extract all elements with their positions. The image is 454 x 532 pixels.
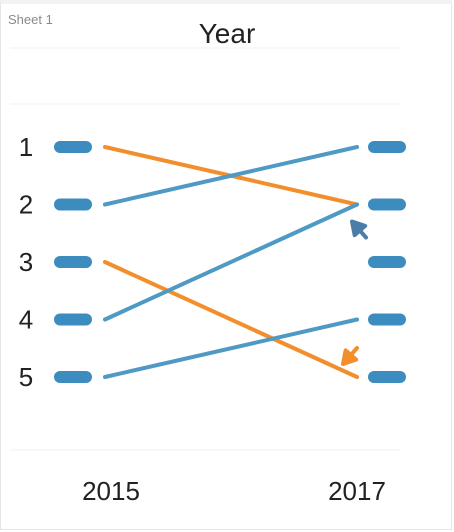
chart-title: Year — [199, 18, 256, 49]
rank-marker-2017-5 — [368, 371, 406, 383]
rank-marker-2015-2 — [54, 198, 92, 211]
rank-label-3: 3 — [19, 247, 33, 277]
annotation-arrow-2 — [341, 346, 359, 366]
rank-marker-2015-3 — [54, 256, 92, 268]
series-lines — [103, 145, 359, 379]
rank-axis: 1 2 3 4 5 — [19, 132, 33, 392]
rank-label-2: 2 — [19, 190, 33, 220]
rank-marker-2017-4 — [368, 313, 406, 326]
rank-marker-2017-2 — [368, 198, 406, 211]
annotation-arrow-1 — [350, 219, 368, 240]
series-line-4 — [103, 202, 359, 322]
year-label-2017: 2017 — [328, 476, 386, 506]
rank-marker-2017-1 — [368, 141, 406, 153]
rank-markers — [54, 141, 406, 383]
rank-marker-2015-1 — [54, 141, 92, 153]
rank-marker-2015-5 — [54, 371, 92, 383]
rank-label-4: 4 — [19, 305, 33, 335]
annotations — [341, 219, 368, 366]
series-line-5 — [103, 317, 359, 379]
sheet-title: Sheet 1 — [8, 12, 53, 27]
rank-marker-2015-4 — [54, 313, 92, 326]
rank-label-1: 1 — [19, 132, 33, 162]
rank-marker-2017-3 — [368, 256, 406, 268]
year-label-2015: 2015 — [82, 476, 140, 506]
rank-label-5: 5 — [19, 362, 33, 392]
series-line-3 — [103, 260, 359, 379]
series-line-2 — [103, 145, 359, 207]
x-axis: 2015 2017 — [82, 476, 386, 506]
